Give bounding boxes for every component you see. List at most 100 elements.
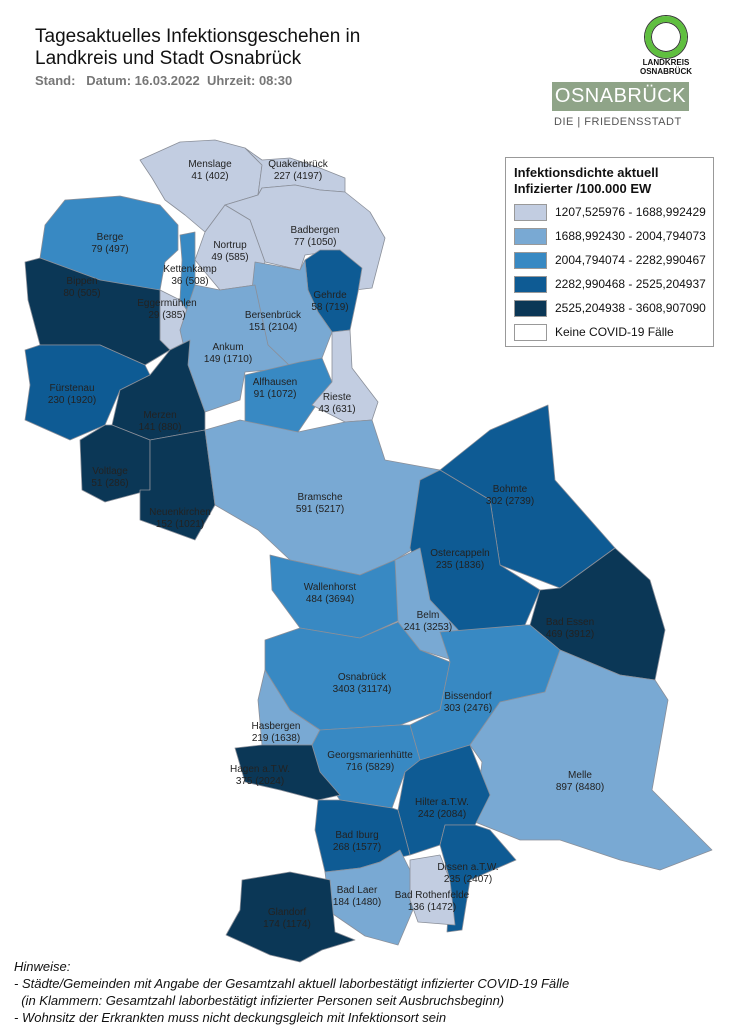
region-case-count-label: 227 (4197) [274,171,322,182]
region-name-label: Berge [97,232,124,243]
legend-swatch [514,227,547,245]
region-hagen-a-t-w [234,744,341,801]
region-name-label: Dissen a.T.W. [437,862,498,873]
legend-swatch [514,275,547,293]
region-name-label: Hasbergen [252,721,301,732]
region-name-label: Osnabrück [338,672,387,683]
region-name-label: Belm [417,610,440,621]
legend-label: 2282,990468 - 2525,204937 [555,277,706,291]
region-name-label: Badbergen [291,225,340,236]
region-case-count-label: 235 (2407) [444,874,492,885]
region-case-count-label: 149 (1710) [204,354,252,365]
region-name-label: Voltlage [92,466,128,477]
region-melle [469,649,713,871]
region-name-label: Merzen [143,410,176,421]
region-name-label: Bippen [66,276,97,287]
region-name-label: Rieste [323,392,352,403]
region-name-label: Fürstenau [49,383,94,394]
region-name-label: Glandorf [268,907,307,918]
region-case-count-label: 141 (880) [139,422,182,433]
region-name-label: Hilter a.T.W. [415,797,469,808]
legend-swatch [514,203,547,221]
title-line-1: Tagesaktuelles Infektionsgeschehen in [35,26,361,47]
notes-heading: Hinweise: [14,959,71,974]
region-case-count-label: 230 (1920) [48,395,96,406]
region-case-count-label: 79 (497) [91,244,128,255]
legend-title: Infektionsdichte aktuell Infizierter /10… [514,165,713,197]
landkreis-ring-icon [645,16,687,58]
region-case-count-label: 375 (2024) [236,776,284,787]
region-case-count-label: 303 (2476) [444,703,492,714]
region-case-count-label: 241 (3253) [404,622,452,633]
region-case-count-label: 716 (5829) [346,762,394,773]
region-case-count-label: 484 (3694) [306,594,354,605]
region-case-count-label: 58 (719) [311,302,348,313]
region-name-label: Wallenhorst [304,582,357,593]
region-name-label: Melle [568,770,592,781]
region-name-label: Alfhausen [253,377,297,388]
region-name-label: Bohmte [493,484,528,495]
region-name-label: Bissendorf [444,691,491,702]
legend-swatch [514,251,547,269]
region-case-count-label: 3403 (31174) [333,684,392,695]
region-name-label: Bad Iburg [335,830,378,841]
region-name-label: Bramsche [297,492,342,503]
region-case-count-label: 41 (402) [191,171,228,182]
legend-label: 1207,525976 - 1688,992429 [555,205,706,219]
region-case-count-label: 151 (2104) [249,322,297,333]
legend-swatch [514,323,547,341]
note-line: - Städte/Gemeinden mit Angabe der Gesamt… [14,976,570,991]
region-case-count-label: 136 (1472) [408,902,456,913]
region-name-label: Kettenkamp [163,264,217,275]
region-case-count-label: 152 (1021) [156,519,204,530]
legend-item: 1688,992430 - 2004,794073 [514,227,713,245]
region-name-label: Ankum [212,342,243,353]
title-line-2: Landkreis und Stadt Osnabrück [35,48,302,69]
landkreis-logo-text-2: OSNABRÜCK [640,67,692,76]
region-name-label: Nortrup [213,240,247,251]
region-case-count-label: 43 (631) [318,404,355,415]
region-case-count-label: 235 (1836) [436,560,484,571]
landkreis-logo: LANDKREIS OSNABRÜCK [636,16,696,76]
note-line: - Wohnsitz der Erkrankten muss nicht dec… [14,1010,447,1025]
note-line: (in Klammern: Gesamtzahl laborbestätigt … [14,993,505,1008]
region-case-count-label: 36 (508) [171,276,208,287]
region-case-count-label: 174 (1174) [263,919,311,930]
legend-label: Keine COVID-19 Fälle [555,325,674,339]
legend-title-line-1: Infektionsdichte aktuell [514,165,659,180]
legend-label: 1688,992430 - 2004,794073 [555,229,706,243]
region-voltlage [79,424,151,503]
region-name-label: Eggermühlen [137,298,196,309]
stadt-logo: OSNABRÜCK [552,82,689,111]
legend: Infektionsdichte aktuell Infizierter /10… [505,157,714,347]
region-name-label: Bad Essen [546,617,594,628]
region-name-label: Georgsmarienhütte [327,750,413,761]
date-stamp: Stand: Datum: 16.03.2022 Uhrzeit: 08:30 [35,73,293,88]
legend-item: 2004,794074 - 2282,990467 [514,251,713,269]
notes: Hinweise: - Städte/Gemeinden mit Angabe … [14,958,569,1026]
region-name-label: Bad Rothenfelde [395,890,470,901]
region-glandorf [225,871,356,963]
region-case-count-label: 49 (585) [211,252,248,263]
stadt-tagline: DIE | FRIEDENSSTADT [554,116,682,128]
region-case-count-label: 29 (385) [148,310,185,321]
region-case-count-label: 591 (5217) [296,504,344,515]
legend-item: 1207,525976 - 1688,992429 [514,203,713,221]
region-name-label: Gehrde [313,290,347,301]
legend-swatch [514,299,547,317]
region-name-label: Menslage [188,159,232,170]
region-name-label: Ostercappeln [430,548,489,559]
legend-title-line-2: Infizierter /100.000 EW [514,181,652,196]
region-name-label: Hagen a.T.W. [230,764,290,775]
region-name-label: Neuenkirchen [149,507,211,518]
legend-label: 2525,204938 - 3608,907090 [555,301,706,315]
region-bad-rothenfelde [409,854,456,926]
region-case-count-label: 51 (286) [91,478,128,489]
region-case-count-label: 80 (505) [63,288,100,299]
map-title: Tagesaktuelles Infektionsgeschehen in La… [35,26,360,70]
region-name-label: Quakenbrück [268,159,328,170]
legend-item: Keine COVID-19 Fälle [514,323,713,341]
region-case-count-label: 77 (1050) [294,237,337,248]
legend-item: 2282,990468 - 2525,204937 [514,275,713,293]
